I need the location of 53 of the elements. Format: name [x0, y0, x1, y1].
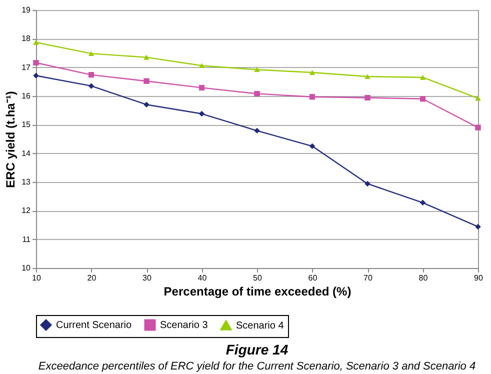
point — [254, 128, 260, 134]
point — [364, 94, 370, 100]
point — [33, 40, 39, 45]
point — [144, 102, 150, 108]
point — [364, 74, 370, 79]
legend-label: Scenario 4 — [236, 320, 284, 332]
y-tick-label: 19 — [22, 6, 32, 14]
y-tick-label: 16 — [22, 92, 32, 100]
point — [88, 51, 94, 56]
point — [310, 143, 315, 149]
point — [310, 70, 315, 75]
x-tick-label: 60 — [308, 274, 318, 282]
point — [33, 72, 39, 78]
y-tick-label: 17 — [22, 62, 32, 72]
point — [310, 94, 315, 100]
x-tick-label: 90 — [474, 274, 484, 282]
y-tick-label: 12 — [22, 206, 32, 216]
x-tick-label: 20 — [87, 274, 97, 282]
legend-label: Current Scenario — [56, 320, 132, 331]
point — [420, 74, 426, 80]
point — [420, 96, 426, 102]
y-tick-label: 18 — [22, 34, 32, 44]
point — [475, 224, 481, 230]
y-tick-label: 11 — [22, 234, 32, 244]
text: Exceedance percentiles of ERC yield for the Current Scenario, Scenario 3 and Scenario 4 — [38, 360, 476, 372]
point — [364, 180, 370, 186]
x-axis-title: Percentage of time exceeded (%) — [164, 284, 352, 298]
x-tick-label: 40 — [198, 274, 208, 282]
x-tick-label: 70 — [364, 274, 373, 282]
x-tick-label: 80 — [418, 274, 428, 282]
point — [33, 60, 39, 66]
point — [475, 96, 481, 101]
point — [420, 200, 426, 206]
legend-label: Scenario 3 — [160, 320, 208, 331]
y-axis-title: ERC yield (t.ha⁻¹) — [4, 91, 18, 188]
x-tick-label: 30 — [142, 274, 152, 282]
point — [144, 78, 150, 84]
x-tick-label: 10 — [32, 274, 42, 282]
point — [199, 63, 204, 68]
y-tick-label: 15 — [22, 120, 32, 130]
point — [475, 124, 481, 130]
y-tick-label: 10 — [22, 264, 32, 272]
point — [254, 90, 260, 96]
point — [88, 72, 94, 78]
point — [88, 83, 94, 89]
point — [254, 67, 260, 72]
point — [144, 54, 150, 60]
x-tick-label: 50 — [253, 274, 262, 282]
point — [199, 111, 204, 117]
y-tick-label: 13 — [22, 178, 32, 186]
y-tick-label: 14 — [22, 148, 32, 158]
point — [199, 84, 204, 90]
text: Figure 14 — [226, 342, 288, 358]
